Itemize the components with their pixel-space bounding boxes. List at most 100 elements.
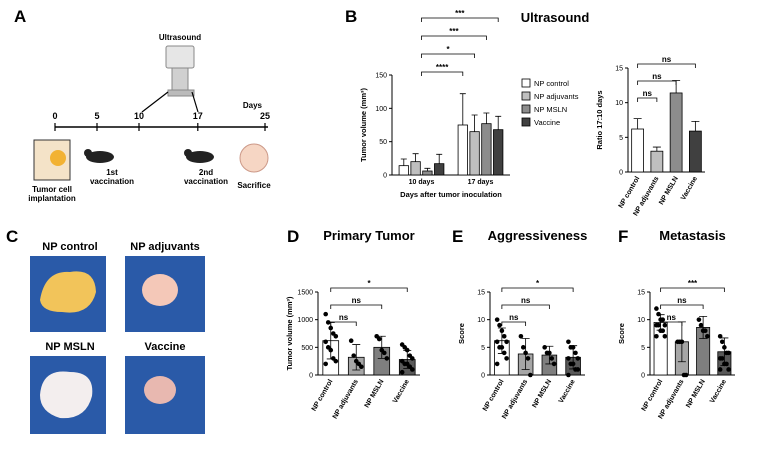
error-bar bbox=[699, 315, 708, 339]
bar bbox=[457, 124, 468, 176]
significance-label: **** bbox=[436, 63, 449, 72]
significance-label: *** bbox=[455, 9, 465, 18]
y-tick-label: 50 bbox=[379, 139, 387, 146]
mouse-icon bbox=[84, 149, 92, 157]
error-bar bbox=[377, 335, 386, 359]
bar bbox=[650, 150, 664, 173]
panel-label: E bbox=[452, 227, 463, 246]
x-tick-label: Vaccine bbox=[709, 378, 728, 404]
significance-label: * bbox=[446, 45, 450, 54]
mouse-icon bbox=[186, 151, 214, 163]
x-tick-label: Vaccine bbox=[392, 378, 411, 404]
significance-bracket bbox=[637, 97, 658, 102]
event-label: vaccination bbox=[184, 177, 228, 186]
day-label: 5 bbox=[94, 111, 99, 121]
data-point bbox=[698, 322, 704, 328]
photo-label: NP adjuvants bbox=[130, 241, 200, 253]
bar bbox=[398, 165, 409, 176]
legend-swatch bbox=[521, 78, 531, 88]
data-point bbox=[660, 328, 666, 334]
axis-label: Days bbox=[243, 101, 263, 110]
data-point bbox=[549, 356, 555, 361]
mouse-icon bbox=[184, 149, 192, 157]
significance-label: ns bbox=[521, 296, 531, 305]
significance-label: ns bbox=[677, 296, 687, 305]
data-point bbox=[724, 361, 729, 367]
data-point bbox=[501, 350, 507, 356]
data-point bbox=[494, 361, 500, 367]
y-tick-label: 15 bbox=[477, 290, 485, 297]
data-point bbox=[656, 322, 661, 328]
data-point bbox=[399, 369, 405, 375]
timeline: Ultrasound Days Tumor cell implantation … bbox=[28, 33, 271, 203]
data-point bbox=[501, 333, 507, 339]
significance-bracket bbox=[660, 321, 683, 326]
data-point bbox=[351, 353, 357, 358]
bar bbox=[631, 128, 644, 173]
day-label: 25 bbox=[260, 111, 270, 121]
data-point bbox=[525, 356, 531, 361]
data-point bbox=[504, 356, 509, 361]
y-tick-label: 0 bbox=[481, 373, 485, 380]
data-point bbox=[499, 345, 505, 350]
data-point bbox=[719, 356, 725, 361]
data-point bbox=[384, 356, 390, 361]
y-tick-label: 0 bbox=[641, 373, 645, 380]
significance-label: ns bbox=[662, 55, 672, 64]
significance-bracket bbox=[637, 80, 677, 85]
data-point bbox=[660, 317, 666, 322]
photos: NP control NP adjuvants NP MSLN Vaccine bbox=[30, 241, 205, 434]
y-tick-label: 100 bbox=[375, 106, 387, 113]
organ-icon bbox=[239, 143, 269, 173]
significance-bracket bbox=[501, 304, 550, 309]
data-point bbox=[717, 333, 723, 339]
y-axis-label: Tumor volume (mm³) bbox=[285, 296, 294, 371]
y-tick-label: 1000 bbox=[297, 317, 313, 324]
tumor bbox=[40, 371, 93, 419]
panel-label: F bbox=[618, 227, 628, 246]
data-point bbox=[323, 339, 328, 345]
bar bbox=[481, 123, 492, 176]
arrow bbox=[141, 91, 169, 113]
event-label: 1st bbox=[106, 168, 118, 177]
y-tick-label: 5 bbox=[641, 345, 645, 352]
data-point bbox=[520, 345, 526, 350]
data-point bbox=[573, 350, 578, 356]
data-point bbox=[381, 350, 387, 356]
x-tick-label: Vaccine bbox=[558, 378, 577, 404]
x-tick-label: NP MSLN bbox=[531, 379, 553, 410]
photo-label: NP MSLN bbox=[45, 341, 94, 353]
bar bbox=[493, 129, 504, 176]
data-point bbox=[654, 333, 659, 339]
data-point bbox=[542, 345, 547, 350]
data-point bbox=[323, 311, 328, 317]
data-point bbox=[570, 345, 576, 350]
y-tick-label: 15 bbox=[637, 290, 645, 297]
significance-label: ns bbox=[509, 313, 519, 322]
bar bbox=[469, 131, 480, 176]
y-tick-label: 0 bbox=[619, 170, 623, 177]
data-point bbox=[717, 367, 723, 372]
significance-bracket bbox=[330, 321, 357, 326]
data-point bbox=[662, 333, 668, 339]
x-tick-label: NP adjuvants bbox=[501, 378, 529, 420]
timeline-title: Ultrasound bbox=[159, 33, 201, 42]
significance-label: ns bbox=[667, 313, 677, 322]
significance-label: * bbox=[367, 279, 371, 288]
event-label: 2nd bbox=[199, 168, 213, 177]
y-tick-label: 150 bbox=[375, 73, 387, 80]
y-axis-label: Ratio 17:10 days bbox=[595, 90, 604, 149]
tumor bbox=[144, 376, 176, 404]
significance-bracket bbox=[421, 71, 464, 76]
data-point bbox=[575, 367, 581, 372]
y-tick-label: 5 bbox=[481, 345, 485, 352]
data-point bbox=[702, 328, 708, 334]
data-point bbox=[566, 356, 571, 361]
data-point bbox=[547, 350, 552, 356]
significance-bracket bbox=[421, 35, 487, 40]
error-bar bbox=[495, 115, 502, 130]
legend-swatch bbox=[521, 117, 531, 127]
legend-swatch bbox=[521, 91, 531, 101]
data-point bbox=[654, 306, 659, 311]
